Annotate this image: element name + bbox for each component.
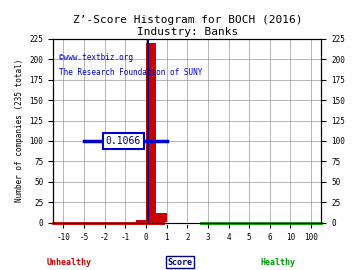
Text: 0.1066: 0.1066 <box>106 136 141 146</box>
Text: The Research Foundation of SUNY: The Research Foundation of SUNY <box>59 68 202 77</box>
Text: Unhealthy: Unhealthy <box>47 258 92 266</box>
Text: Healthy: Healthy <box>260 258 295 266</box>
Y-axis label: Number of companies (235 total): Number of companies (235 total) <box>15 59 24 202</box>
Bar <box>136 220 146 223</box>
Text: ©www.textbiz.org: ©www.textbiz.org <box>59 53 132 62</box>
Bar <box>156 213 167 223</box>
Bar <box>146 43 156 223</box>
Text: Score: Score <box>167 258 193 266</box>
Title: Z’-Score Histogram for BOCH (2016)
Industry: Banks: Z’-Score Histogram for BOCH (2016) Indus… <box>72 15 302 37</box>
